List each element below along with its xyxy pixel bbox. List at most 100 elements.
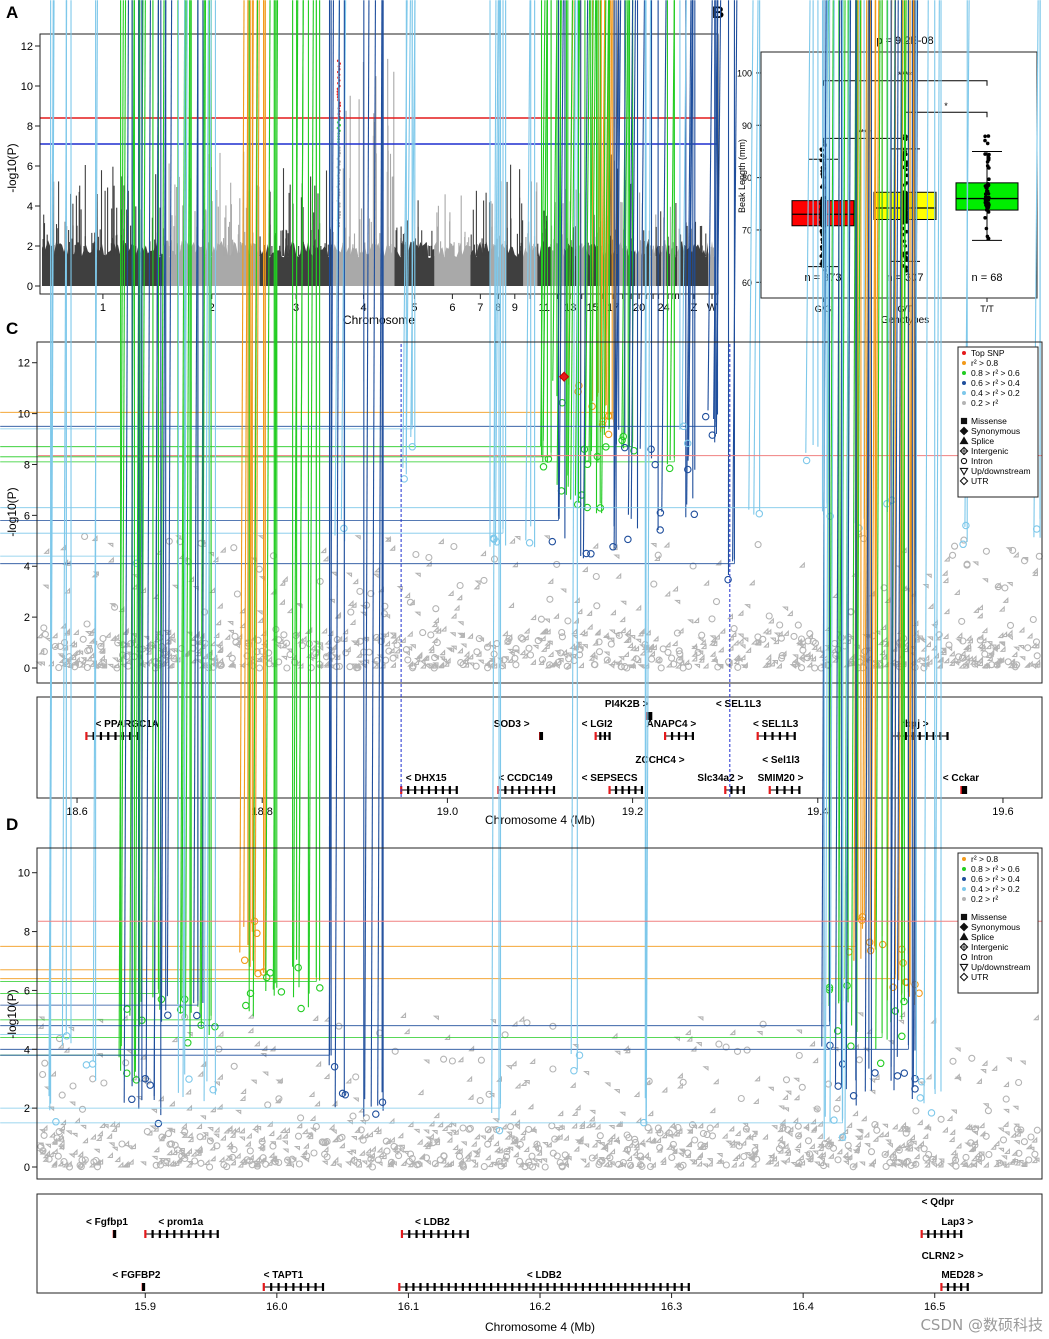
- shape-cross: [752, 1163, 757, 1168]
- ld-snp: [181, 0, 187, 999]
- background-snp: [57, 1160, 64, 1167]
- background-snp: [359, 1120, 366, 1125]
- background-snp: [926, 658, 933, 665]
- background-snp: [582, 1143, 590, 1149]
- background-snp: [268, 1151, 275, 1158]
- background-snp: [69, 1082, 77, 1090]
- ld-snp: [0, 0, 140, 1056]
- shape-outline: [881, 636, 888, 643]
- shape-cross: [964, 665, 969, 669]
- ld-snp: [833, 1027, 842, 1035]
- background-snp: [544, 662, 551, 669]
- shape-cross: [353, 604, 357, 608]
- background-snp: [768, 660, 775, 667]
- shape-outline: [215, 619, 222, 626]
- background-snp: [775, 1145, 783, 1153]
- background-snp: [674, 1123, 682, 1132]
- background-snp: [229, 1159, 236, 1166]
- background-snp: [397, 1132, 404, 1139]
- background-snp: [63, 1046, 70, 1053]
- background-snp: [671, 1147, 678, 1154]
- background-snp: [877, 1131, 884, 1138]
- background-snp: [1020, 1160, 1027, 1167]
- background-snp: [468, 1045, 475, 1052]
- background-snp: [186, 1147, 192, 1154]
- ld-snp: [802, 456, 811, 465]
- background-snp: [283, 664, 291, 672]
- background-snp: [296, 1122, 303, 1129]
- exon: [434, 786, 438, 794]
- shape-cross: [514, 563, 518, 568]
- background-snp: [981, 578, 989, 583]
- shape-cross: [967, 645, 971, 649]
- background-snp: [479, 1135, 486, 1141]
- background-snp: [706, 1124, 714, 1132]
- background-snp: [647, 1110, 654, 1117]
- background-snp: [428, 1120, 435, 1127]
- shape-cross: [968, 1164, 973, 1168]
- background-snp: [255, 656, 262, 663]
- shape-cross: [909, 1147, 913, 1152]
- data-point: [985, 160, 990, 164]
- background-snp: [323, 660, 330, 667]
- background-snp: [342, 649, 350, 657]
- exon: [128, 732, 132, 740]
- ld-snp: [252, 0, 259, 1017]
- shape-cross: [287, 1162, 292, 1166]
- background-snp: [309, 644, 316, 651]
- background-snp: [610, 609, 616, 616]
- x-tick-label: W: [707, 302, 718, 314]
- background-snp: [450, 645, 457, 651]
- background-snp: [328, 1123, 335, 1130]
- background-snp: [543, 618, 550, 624]
- y-tick-label: 100: [737, 68, 752, 78]
- shape-cross: [155, 1128, 159, 1132]
- background-snp: [812, 1150, 819, 1156]
- background-snp: [930, 1163, 938, 1168]
- shape-cross: [101, 650, 106, 654]
- background-snp: [450, 1122, 457, 1128]
- background-snp: [809, 1040, 816, 1047]
- shape-cross: [0, 0, 159, 994]
- shape-cross: [0, 0, 830, 1027]
- background-snp: [237, 1161, 244, 1168]
- background-snp: [1003, 1108, 1010, 1114]
- shape-cross: [0, 0, 317, 982]
- shape-cross: [1000, 659, 1005, 663]
- shape-cross: [908, 1141, 912, 1146]
- ld-snp: [525, 0, 531, 541]
- gene-label: < SEL1L3: [716, 699, 762, 710]
- shape-outline: [730, 631, 737, 637]
- background-snp: [209, 1155, 216, 1162]
- background-snp: [771, 1125, 778, 1130]
- background-snp: [444, 1034, 451, 1040]
- background-snp: [417, 1089, 424, 1096]
- background-snp: [143, 1127, 151, 1136]
- background-snp: [508, 602, 515, 608]
- background-snp: [81, 1156, 89, 1164]
- shape-cross: [770, 619, 774, 624]
- background-snp: [432, 605, 440, 613]
- exon: [504, 786, 507, 794]
- shape-cross: [962, 652, 966, 656]
- background-snp: [515, 1157, 524, 1165]
- background-snp: [549, 1022, 557, 1030]
- background-snp: [463, 650, 470, 657]
- background-snp: [490, 555, 499, 563]
- ld-snp: [254, 0, 260, 975]
- shape-cross: [957, 1144, 962, 1149]
- y-tick-label: 0: [24, 663, 30, 675]
- background-snp: [224, 1154, 231, 1161]
- background-snp: [846, 1121, 853, 1128]
- background-snp: [80, 1124, 87, 1130]
- background-snp: [955, 653, 963, 661]
- background-snp: [51, 642, 59, 651]
- background-snp: [88, 660, 95, 667]
- background-snp: [710, 655, 717, 662]
- shape-cross: [996, 645, 1000, 649]
- shape-outline: [635, 1117, 642, 1123]
- background-snp: [460, 643, 467, 649]
- ld-snp: [0, 0, 212, 1021]
- shape-cross: [0, 0, 265, 971]
